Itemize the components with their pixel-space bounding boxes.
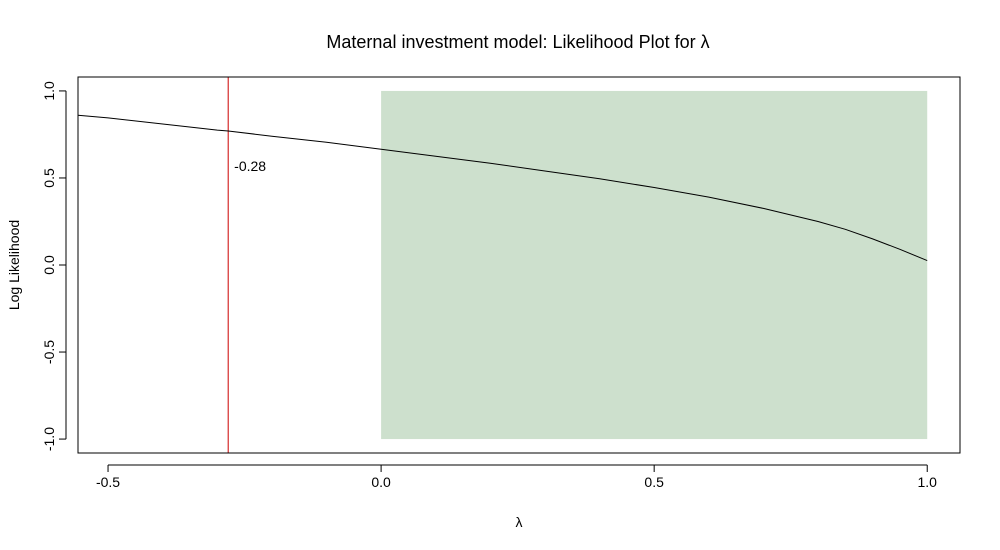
plot-frame xyxy=(77,76,961,454)
x-tick-label: 1.0 xyxy=(917,474,937,490)
y-axis-label: Log Likelihood xyxy=(6,220,22,310)
y-tick-label: -1.0 xyxy=(41,427,57,451)
y-tick-label: 1.0 xyxy=(41,81,57,101)
x-tick-label: 0.5 xyxy=(644,474,664,490)
y-tick-label: 0.0 xyxy=(41,255,57,275)
y-tick-label: 0.5 xyxy=(41,168,57,188)
likelihood-curve xyxy=(77,114,928,262)
x-tick-label: -0.5 xyxy=(96,474,120,490)
y-tick-label: -0.5 xyxy=(41,340,57,364)
x-axis-label: λ xyxy=(516,514,523,530)
x-tick-label: 0.0 xyxy=(371,474,391,490)
chart-title: Maternal investment model: Likelihood Pl… xyxy=(326,32,709,52)
vertical-marker-label: -0.28 xyxy=(234,158,266,174)
shaded-region xyxy=(381,90,928,440)
